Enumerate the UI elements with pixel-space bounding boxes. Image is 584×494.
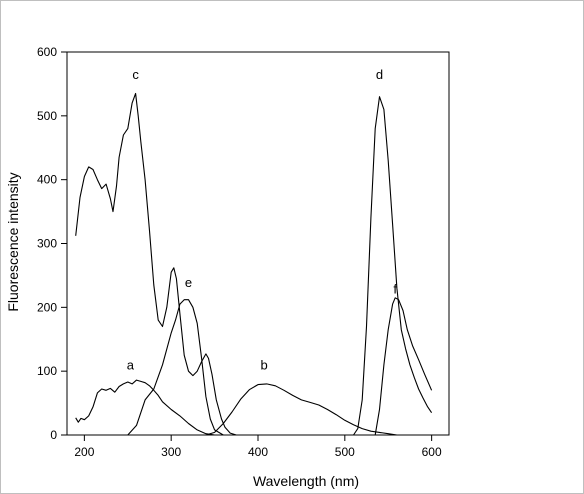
x-tick-label: 300	[161, 445, 181, 459]
y-tick-label: 300	[37, 237, 57, 251]
series-line-e	[127, 299, 224, 436]
y-axis: 0 100 200 300 400 500 600	[37, 45, 67, 442]
series-label-a: a	[127, 357, 135, 372]
series-line-b	[205, 383, 397, 436]
y-tick-label: 200	[37, 300, 57, 314]
y-tick-label: 500	[37, 109, 57, 123]
series-label-c: c	[132, 67, 139, 82]
series-labels: a b c d e f	[127, 67, 398, 372]
y-tick-label: 600	[37, 45, 57, 59]
series-label-e: e	[185, 275, 192, 290]
series-line-a	[75, 379, 215, 436]
plot-area	[66, 51, 450, 436]
y-axis-title: Fluorescence intensity	[5, 172, 21, 311]
y-tick-label: 0	[50, 428, 57, 442]
y-tick-label: 100	[37, 364, 57, 378]
series-lines	[75, 92, 433, 436]
x-tick-label: 600	[422, 445, 442, 459]
series-label-d: d	[376, 67, 383, 82]
series-line-c	[75, 92, 237, 436]
series-line-f	[374, 297, 433, 436]
plot-border	[66, 51, 450, 436]
x-axis: 200 300 400 500 600	[74, 435, 442, 459]
y-tick-label: 400	[37, 173, 57, 187]
x-tick-label: 200	[74, 445, 94, 459]
series-label-b: b	[260, 357, 267, 372]
x-axis-title: Wavelength (nm)	[253, 473, 359, 489]
series-label-f: f	[393, 281, 397, 296]
x-tick-label: 400	[248, 445, 268, 459]
x-tick-label: 500	[335, 445, 355, 459]
series-line-d	[353, 96, 433, 436]
